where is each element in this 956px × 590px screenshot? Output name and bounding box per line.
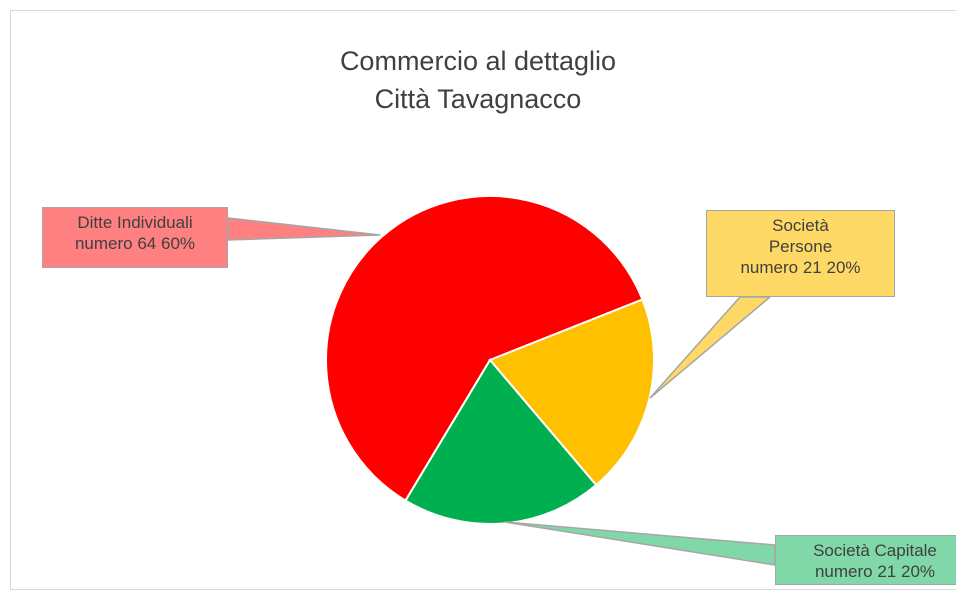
label-percentage: 60% xyxy=(161,234,196,253)
data-label: Società Capitale numero 21 20% xyxy=(775,535,956,585)
label-percentage: 20% xyxy=(826,258,861,277)
label-percentage: 20% xyxy=(901,562,936,581)
data-label: Società Persone numero 21 20% xyxy=(706,210,895,297)
label-value: 21 xyxy=(877,562,897,581)
data-label: Ditte Individuali numero 64 60% xyxy=(42,207,228,268)
callout-pointer xyxy=(649,296,773,399)
title-line: Città Tavagnacco xyxy=(374,84,582,114)
callout-pointer xyxy=(504,521,776,566)
title-line: Commercio al dettaglio xyxy=(339,46,617,76)
label-value-name: numero xyxy=(814,562,873,581)
label-category: Società Capitale xyxy=(813,541,937,560)
label-value-name: numero xyxy=(74,234,133,253)
chart-title: Commercio al dettaglio Città Tavagnacco xyxy=(0,42,956,118)
pie-slice xyxy=(404,358,598,525)
pie-slice xyxy=(325,195,644,502)
label-category: Società Persone xyxy=(768,216,833,256)
callout-pointer xyxy=(227,217,381,241)
label-value-name: numero xyxy=(740,258,799,277)
pie-slice xyxy=(488,298,655,487)
label-category: Ditte Individuali xyxy=(77,213,193,232)
label-value: 64 xyxy=(137,234,157,253)
label-value: 21 xyxy=(802,258,822,277)
